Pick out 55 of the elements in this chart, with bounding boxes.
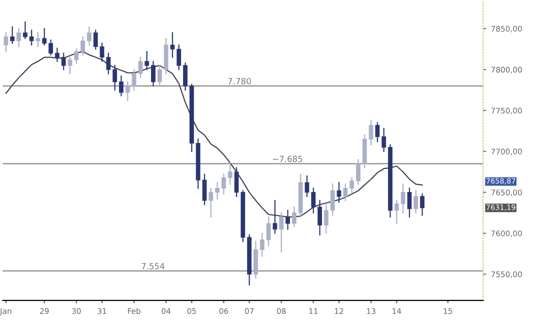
candlestick — [400, 184, 406, 214]
candlestick — [215, 182, 220, 200]
candlestick — [318, 200, 322, 236]
candlestick — [176, 44, 182, 70]
candlestick — [304, 175, 310, 197]
candlestick — [279, 212, 284, 253]
candlestick — [80, 36, 86, 56]
candlestick — [368, 120, 374, 146]
candlestick — [183, 62, 188, 91]
candlestick — [151, 60, 156, 86]
candlestick — [350, 177, 354, 193]
candlestick — [36, 32, 40, 48]
candlestick — [10, 26, 15, 44]
candlestick — [272, 200, 278, 234]
candlestick — [61, 52, 66, 70]
candlestick — [119, 76, 124, 96]
ref-line-label: 7.554 — [142, 263, 164, 270]
candlestick — [16, 28, 21, 48]
candlestick — [144, 50, 150, 70]
candlestick — [286, 210, 290, 230]
candlestick — [125, 81, 130, 102]
ref-line-label: 7.780 — [228, 78, 251, 84]
candlestick — [324, 204, 328, 234]
candlestick — [68, 56, 72, 74]
candlestick — [420, 193, 424, 216]
candlestick — [375, 122, 380, 142]
candlestick — [382, 128, 386, 152]
candlestick — [336, 182, 342, 203]
candlestick — [208, 188, 214, 218]
candlestick — [414, 190, 418, 214]
candlestick — [330, 184, 335, 216]
candlestick — [22, 22, 28, 40]
candlestick — [228, 162, 232, 185]
candlestick — [29, 30, 34, 46]
candlestick — [202, 174, 207, 206]
candlestick — [157, 64, 162, 86]
candlestick — [260, 232, 264, 257]
candlestick — [112, 64, 118, 91]
ref-line-label: ~7.685 — [272, 156, 302, 162]
candlestick — [311, 188, 316, 214]
candlestick — [292, 206, 296, 228]
candlestick — [266, 216, 271, 246]
candlestick — [54, 48, 60, 62]
candlestick — [170, 32, 175, 58]
candlestick — [394, 200, 399, 224]
candlestick — [74, 48, 79, 64]
candlestick — [356, 159, 360, 185]
candlestick — [407, 188, 412, 218]
candlestick — [42, 28, 47, 46]
candlestick — [87, 26, 92, 46]
candlestick — [48, 40, 53, 56]
candlestick — [343, 184, 348, 202]
candlestick — [4, 32, 8, 52]
candlestick — [222, 174, 226, 195]
candlestick — [93, 30, 98, 50]
